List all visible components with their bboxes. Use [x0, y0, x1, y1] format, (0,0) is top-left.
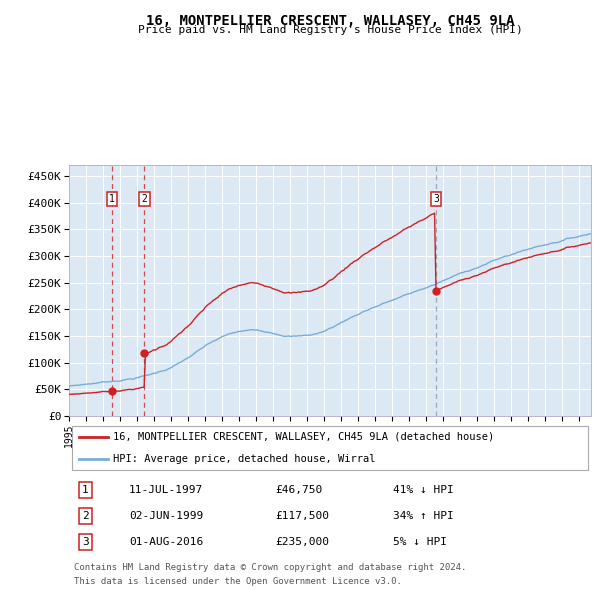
Text: 2: 2 — [82, 511, 89, 521]
Text: £46,750: £46,750 — [275, 484, 322, 494]
FancyBboxPatch shape — [71, 426, 589, 470]
Text: 2: 2 — [141, 194, 147, 204]
Text: 41% ↓ HPI: 41% ↓ HPI — [392, 484, 454, 494]
Text: 02-JUN-1999: 02-JUN-1999 — [129, 511, 203, 521]
Text: Contains HM Land Registry data © Crown copyright and database right 2024.: Contains HM Land Registry data © Crown c… — [74, 563, 467, 572]
Text: 3: 3 — [433, 194, 439, 204]
Text: 34% ↑ HPI: 34% ↑ HPI — [392, 511, 454, 521]
Text: 3: 3 — [82, 537, 89, 547]
Text: 01-AUG-2016: 01-AUG-2016 — [129, 537, 203, 547]
Text: 11-JUL-1997: 11-JUL-1997 — [129, 484, 203, 494]
Text: This data is licensed under the Open Government Licence v3.0.: This data is licensed under the Open Gov… — [74, 577, 402, 586]
Text: 1: 1 — [82, 484, 89, 494]
Text: Price paid vs. HM Land Registry's House Price Index (HPI): Price paid vs. HM Land Registry's House … — [137, 25, 523, 35]
Text: 16, MONTPELLIER CRESCENT, WALLASEY, CH45 9LA: 16, MONTPELLIER CRESCENT, WALLASEY, CH45… — [146, 14, 514, 28]
Text: 1: 1 — [109, 194, 115, 204]
Text: HPI: Average price, detached house, Wirral: HPI: Average price, detached house, Wirr… — [113, 454, 376, 464]
Text: 5% ↓ HPI: 5% ↓ HPI — [392, 537, 446, 547]
Text: 16, MONTPELLIER CRESCENT, WALLASEY, CH45 9LA (detached house): 16, MONTPELLIER CRESCENT, WALLASEY, CH45… — [113, 432, 494, 442]
Text: £235,000: £235,000 — [275, 537, 329, 547]
Text: £117,500: £117,500 — [275, 511, 329, 521]
